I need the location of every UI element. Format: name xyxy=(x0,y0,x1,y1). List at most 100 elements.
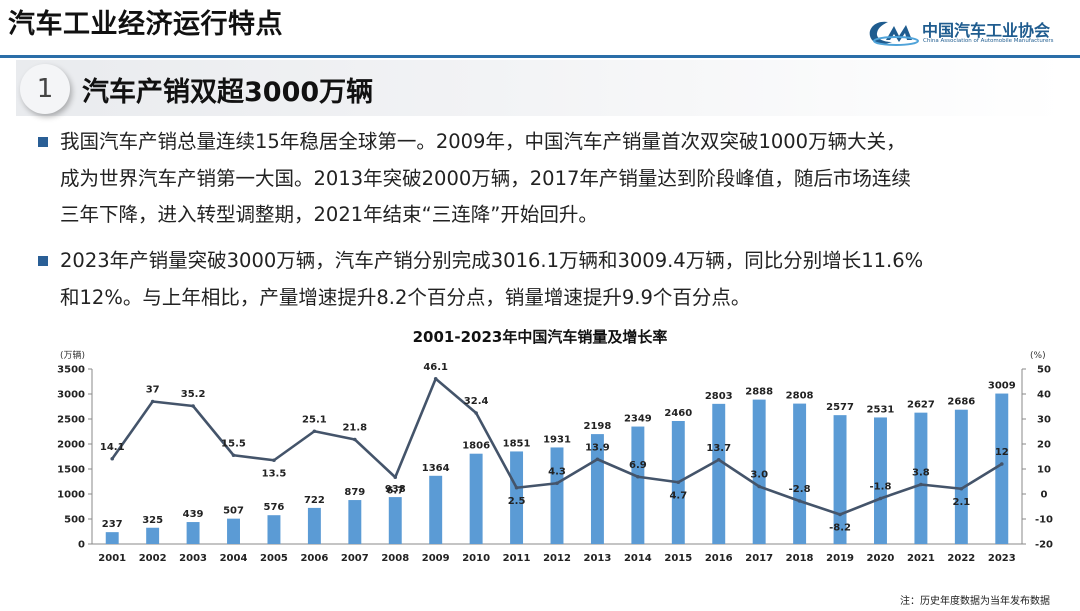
x-tick-label: 2012 xyxy=(543,553,571,564)
y-left-tick-label: 500 xyxy=(64,515,85,526)
sales-bar xyxy=(429,475,443,544)
growth-rate-point xyxy=(191,404,195,408)
section-number: 1 xyxy=(20,64,70,114)
x-tick-label: 2016 xyxy=(705,553,733,564)
chart-title: 2001-2023年中国汽车销量及增长率 xyxy=(413,328,668,346)
header-divider xyxy=(0,55,1080,58)
growth-rate-label: -2.8 xyxy=(789,484,811,495)
x-tick-label: 2009 xyxy=(422,553,450,564)
y-left-tick-label: 2500 xyxy=(57,415,85,426)
growth-rate-point xyxy=(393,475,398,480)
sales-value-label: 2686 xyxy=(947,397,975,408)
bullet-square-icon xyxy=(38,137,48,147)
x-tick-label: 2008 xyxy=(381,553,409,564)
growth-rate-point xyxy=(716,457,721,462)
growth-rate-point xyxy=(474,411,478,415)
caam-logo-icon xyxy=(869,21,919,46)
sales-bar xyxy=(105,532,119,544)
x-tick-label: 2020 xyxy=(867,553,895,564)
sales-bar xyxy=(712,403,726,544)
x-tick-label: 2004 xyxy=(220,553,248,564)
bullet-line: 三年下降，进入转型调整期，2021年结束“三连降”开始回升。 xyxy=(60,203,598,226)
sales-bar xyxy=(995,393,1009,544)
sales-bar xyxy=(307,507,321,544)
growth-rate-point xyxy=(433,376,438,381)
y-right-tick-label: 10 xyxy=(1037,465,1051,476)
growth-rate-label: 4.7 xyxy=(669,490,687,501)
y-left-tick-label: 1500 xyxy=(57,465,85,476)
growth-rate-point xyxy=(919,482,923,487)
growth-rate-label: 35.2 xyxy=(181,389,206,400)
sales-value-label: 879 xyxy=(344,487,365,498)
sales-value-label: 2577 xyxy=(826,402,854,413)
growth-rate-point xyxy=(150,399,155,404)
y-left-tick-label: 3500 xyxy=(57,365,85,376)
section-title: 汽车产销双超3000万辆 xyxy=(82,77,374,108)
growth-rate-point xyxy=(959,486,964,491)
x-tick-label: 2010 xyxy=(462,553,490,564)
sales-value-label: 237 xyxy=(102,519,123,530)
growth-rate-label: 4.3 xyxy=(548,466,566,477)
growth-rate-point xyxy=(757,484,761,489)
growth-rate-point xyxy=(838,512,842,517)
y-right-tick-label: 40 xyxy=(1037,390,1051,401)
y-right-tick-label: 50 xyxy=(1037,365,1051,376)
sales-bar xyxy=(510,451,524,544)
growth-rate-label: 13.5 xyxy=(262,468,287,479)
x-tick-label: 2017 xyxy=(745,553,773,564)
sales-value-label: 507 xyxy=(223,506,244,517)
sales-bar xyxy=(469,453,483,544)
x-tick-label: 2001 xyxy=(98,553,126,564)
growth-rate-point xyxy=(110,456,115,461)
growth-rate-label: 25.1 xyxy=(302,414,327,425)
growth-rate-label: 13.9 xyxy=(585,442,610,453)
y-left-tick-label: 2000 xyxy=(57,440,85,451)
sales-value-label: 1931 xyxy=(543,434,571,445)
x-tick-label: 2023 xyxy=(988,553,1016,564)
sales-value-label: 2531 xyxy=(867,404,895,415)
sales-bar xyxy=(227,518,240,544)
x-tick-label: 2005 xyxy=(260,553,288,564)
bullet-line: 我国汽车产销总量连续15年稳居全球第一。2009年，中国汽车产销量首次双突破10… xyxy=(60,130,906,153)
x-tick-label: 2003 xyxy=(179,553,207,564)
section-banner xyxy=(16,60,1066,116)
sales-bar xyxy=(874,417,887,544)
y-right-tick-label: -20 xyxy=(1035,540,1053,551)
growth-rate-label: -1.8 xyxy=(870,482,892,493)
sales-bar xyxy=(388,497,402,544)
y-right-tick-label: 0 xyxy=(1041,490,1048,501)
logo-en-text: China Association of Automobile Manufact… xyxy=(923,38,1054,44)
sales-value-label: 576 xyxy=(264,502,285,513)
sales-value-label: 2803 xyxy=(705,391,733,402)
y-left-tick-label: 0 xyxy=(78,540,85,551)
growth-rate-point xyxy=(353,437,357,442)
growth-rate-label: 6.7 xyxy=(386,485,404,496)
growth-rate-label: 32.4 xyxy=(464,396,489,407)
growth-rate-label: 13.7 xyxy=(706,443,731,454)
growth-rate-point xyxy=(878,496,883,501)
growth-rate-label: 2.5 xyxy=(508,496,526,507)
y-right-tick-label: 20 xyxy=(1037,440,1051,451)
sales-bar xyxy=(752,399,766,544)
x-tick-label: 2014 xyxy=(624,553,652,564)
association-logo: 中国汽车工业协会 China Association of Automobile… xyxy=(866,14,1066,54)
growth-rate-label: 12 xyxy=(995,447,1009,458)
growth-rate-label: 46.1 xyxy=(423,362,448,373)
growth-rate-label: 21.8 xyxy=(342,423,367,434)
sales-value-label: 938 xyxy=(385,484,406,495)
sales-bar xyxy=(631,426,645,544)
sales-value-label: 325 xyxy=(142,515,163,526)
sales-value-label: 1851 xyxy=(503,438,531,449)
sales-value-label: 1806 xyxy=(462,441,490,452)
x-tick-label: 2002 xyxy=(139,553,167,564)
x-tick-label: 2007 xyxy=(341,553,369,564)
sales-value-label: 2808 xyxy=(786,391,814,402)
bullet-square-icon xyxy=(38,256,48,266)
bullet-line: 成为世界汽车产销第一大国。2013年突破2000万辆，2017年产销量达到阶段峰… xyxy=(60,166,911,190)
sales-bar xyxy=(348,500,362,544)
y-right-unit: (%) xyxy=(1030,351,1046,361)
sales-value-label: 439 xyxy=(183,509,204,520)
sales-value-label: 2349 xyxy=(624,414,652,425)
page-title: 汽车工业经济运行特点 xyxy=(8,9,283,40)
y-right-tick-label: -10 xyxy=(1035,515,1053,526)
